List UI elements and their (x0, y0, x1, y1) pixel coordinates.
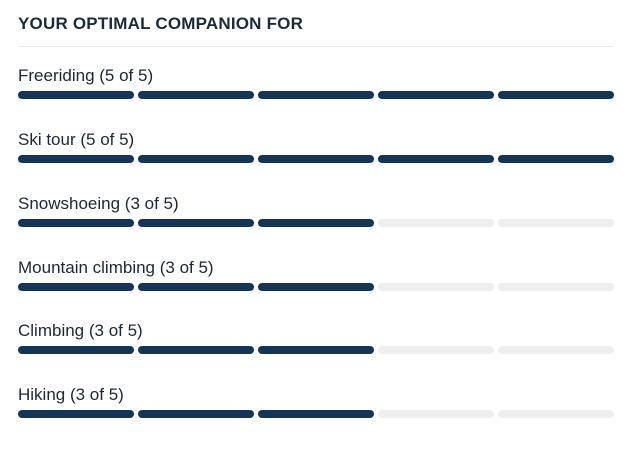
section-divider (18, 46, 614, 47)
rating-bar (18, 155, 614, 163)
rating-bar (18, 219, 614, 227)
rating-segment-empty (378, 219, 494, 227)
rating-bar (18, 283, 614, 291)
rating-segment-filled (258, 346, 374, 354)
rating-segment-filled (258, 219, 374, 227)
rating-segment-filled (258, 410, 374, 418)
section-title: YOUR OPTIMAL COMPANION FOR (18, 14, 304, 33)
rating-segment-empty (498, 283, 614, 291)
rating-ski-tour: Ski tour (5 of 5) (18, 130, 614, 163)
rating-segment-filled (138, 219, 254, 227)
rating-segment-filled (18, 410, 134, 418)
rating-segment-empty (498, 219, 614, 227)
rating-segment-filled (18, 219, 134, 227)
rating-segment-filled (258, 155, 374, 163)
rating-segment-empty (378, 410, 494, 418)
rating-segment-filled (258, 91, 374, 99)
rating-segment-filled (378, 155, 494, 163)
rating-segment-filled (138, 346, 254, 354)
rating-segment-filled (18, 155, 134, 163)
rating-segment-filled (18, 346, 134, 354)
rating-label: Hiking (3 of 5) (18, 385, 124, 404)
rating-mountain-climbing: Mountain climbing (3 of 5) (18, 258, 614, 291)
rating-segment-filled (138, 91, 254, 99)
rating-label: Freeriding (5 of 5) (18, 66, 154, 85)
rating-segment-filled (138, 410, 254, 418)
rating-label: Mountain climbing (3 of 5) (18, 258, 214, 277)
rating-bar (18, 410, 614, 418)
rating-label: Climbing (3 of 5) (18, 321, 143, 340)
rating-segment-empty (498, 410, 614, 418)
rating-hiking: Hiking (3 of 5) (18, 385, 614, 418)
rating-segment-filled (378, 91, 494, 99)
rating-segment-empty (378, 283, 494, 291)
rating-segment-filled (138, 155, 254, 163)
rating-segment-filled (258, 283, 374, 291)
rating-climbing: Climbing (3 of 5) (18, 321, 614, 354)
rating-segment-filled (498, 91, 614, 99)
rating-segment-empty (378, 346, 494, 354)
rating-segment-filled (18, 283, 134, 291)
rating-segment-filled (138, 283, 254, 291)
rating-segment-filled (498, 155, 614, 163)
rating-snowshoeing: Snowshoeing (3 of 5) (18, 194, 614, 227)
rating-label: Ski tour (5 of 5) (18, 130, 135, 149)
rating-bar (18, 346, 614, 354)
rating-bar (18, 91, 614, 99)
rating-segment-filled (18, 91, 134, 99)
rating-label: Snowshoeing (3 of 5) (18, 194, 179, 213)
rating-freeriding: Freeriding (5 of 5) (18, 66, 614, 99)
rating-segment-empty (498, 346, 614, 354)
